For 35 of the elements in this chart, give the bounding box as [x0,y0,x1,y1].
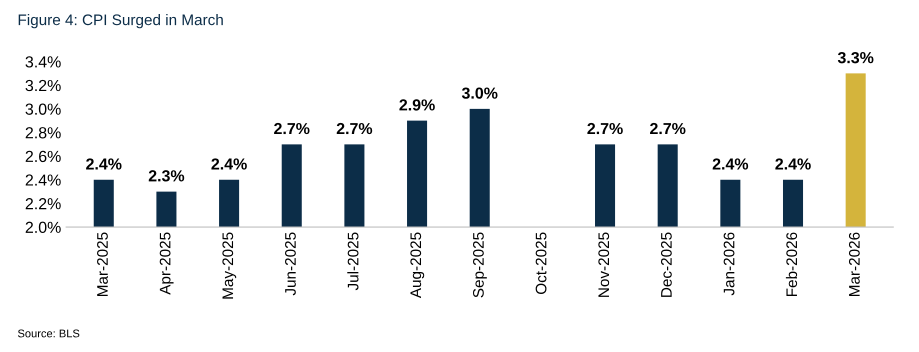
x-tick-label: Mar-2025 [97,232,108,296]
y-tick-label: 2.8% [26,127,61,138]
x-tick-label: Jan-2026 [724,232,734,296]
data-label: 2.7% [587,122,623,134]
y-tick-label: 2.4% [26,174,61,186]
y-tick-label: 2.0% [26,222,61,233]
data-label: 2.7% [274,122,310,134]
data-label: 2.3% [148,170,184,182]
y-tick-label: 2.6% [26,150,61,162]
x-tick-label: Feb-2026 [786,232,798,296]
chart-title: Figure 4: CPI Surged in March [18,14,223,28]
data-label: 2.9% [399,99,435,111]
source-note: Source: BLS [18,330,80,338]
data-label: 2.7% [336,122,372,134]
y-tick-label: 3.4% [26,56,61,68]
y-tick-label: 2.2% [26,198,61,210]
x-tick-label: Mar-2026 [848,232,860,296]
x-tick-label: Jul-2025 [347,232,358,290]
y-tick-label: 3.0% [26,104,61,115]
x-tick-label: Jun-2025 [285,232,296,296]
x-tick-label: Dec-2025 [660,232,672,297]
x-tick-label: Aug-2025 [410,232,424,298]
y-tick-label: 3.2% [26,80,61,92]
data-label: 2.4% [86,158,122,170]
x-tick-label: Nov-2025 [598,232,610,297]
x-tick-label: May-2025 [222,232,236,299]
data-label: 3.3% [838,52,874,64]
x-tick-label: Apr-2025 [160,232,174,295]
x-tick-label: Oct-2025 [536,232,546,294]
data-label: 2.4% [712,158,748,170]
x-tick-label: Sep-2025 [473,232,487,298]
data-label: 2.4% [775,158,811,170]
data-label: 2.7% [650,122,686,134]
data-label: 3.0% [462,87,498,99]
data-label: 2.4% [211,158,247,170]
